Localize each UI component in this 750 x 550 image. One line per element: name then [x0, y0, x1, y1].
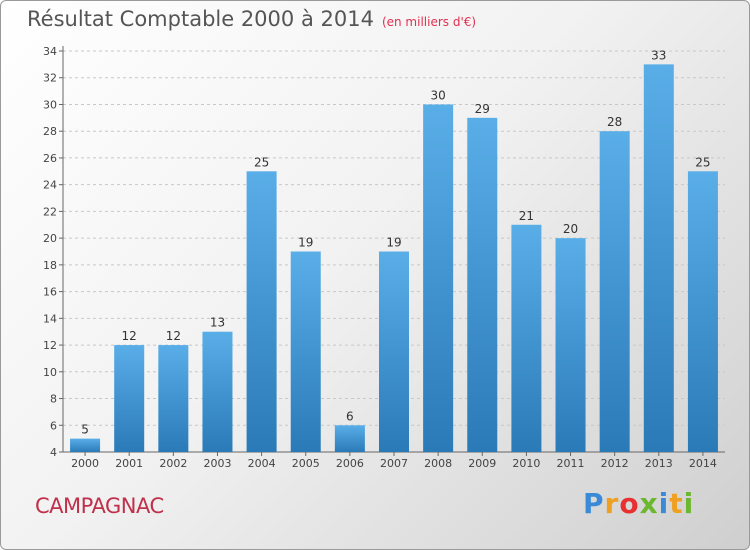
y-tick-label: 6 [50, 419, 57, 432]
x-tick-label: 2002 [159, 457, 187, 470]
bar [334, 425, 365, 452]
x-tick-label: 2008 [424, 457, 452, 470]
logo-letter: t [669, 487, 684, 520]
data-label: 30 [430, 88, 445, 102]
bar [70, 438, 101, 452]
data-label: 33 [651, 48, 666, 62]
bar [246, 171, 277, 453]
y-tick-label: 22 [43, 205, 57, 218]
y-tick-label: 4 [50, 446, 57, 459]
logo-letter: i [658, 487, 670, 520]
bar [202, 331, 233, 452]
data-label: 21 [519, 209, 534, 223]
logo-letter: o [619, 487, 640, 520]
bar [290, 251, 321, 452]
data-label: 29 [475, 102, 490, 116]
data-label: 25 [254, 155, 269, 169]
x-tick-label: 2012 [601, 457, 629, 470]
data-label: 5 [81, 423, 89, 437]
x-tick-label: 2010 [512, 457, 540, 470]
x-tick-label: 2000 [71, 457, 99, 470]
x-tick-label: 2003 [203, 457, 231, 470]
chart-title: Résultat Comptable 2000 à 2014 (en millie… [27, 7, 476, 31]
data-label: 25 [695, 155, 710, 169]
x-tick-label: 2001 [115, 457, 143, 470]
x-tick-label: 2006 [336, 457, 364, 470]
y-tick-label: 26 [43, 152, 57, 165]
data-label: 19 [386, 236, 401, 250]
y-tick-label: 18 [43, 259, 57, 272]
chart-unit-label: (en milliers d'€) [381, 15, 477, 29]
bar [555, 238, 586, 452]
y-tick-label: 34 [43, 45, 57, 58]
bar [467, 117, 498, 452]
bar [643, 64, 674, 452]
y-tick-label: 8 [50, 393, 57, 406]
x-tick-label: 2014 [689, 457, 717, 470]
place-name: CAMPAGNAC [35, 494, 164, 518]
y-tick-label: 12 [43, 339, 57, 352]
x-tick-label: 2004 [248, 457, 276, 470]
logo-letter: i [683, 487, 695, 520]
y-tick-label: 14 [43, 312, 57, 325]
data-label: 20 [563, 222, 578, 236]
data-label: 13 [210, 316, 225, 330]
bar [158, 345, 189, 452]
data-label: 12 [166, 329, 181, 343]
y-tick-label: 30 [43, 98, 57, 111]
logo-letter: r [604, 487, 620, 520]
bar [378, 251, 410, 452]
logo-letter: x [639, 487, 659, 520]
proxiti-logo: Proxiti [583, 487, 694, 520]
x-tick-label: 2013 [645, 457, 673, 470]
x-tick-label: 2009 [468, 457, 496, 470]
y-tick-label: 10 [43, 366, 57, 379]
x-tick-label: 2011 [557, 457, 585, 470]
bar [599, 131, 630, 452]
bar [114, 345, 145, 452]
chart-title-text: Résultat Comptable 2000 à 2014 [27, 7, 374, 31]
data-label: 12 [122, 329, 137, 343]
data-label: 19 [298, 236, 313, 250]
bar [511, 224, 542, 452]
y-tick-label: 28 [43, 125, 57, 138]
y-tick-label: 20 [43, 232, 57, 245]
y-tick-label: 16 [43, 286, 57, 299]
data-label: 28 [607, 115, 622, 129]
y-tick-label: 24 [43, 179, 57, 192]
bar [687, 171, 718, 453]
logo-letter: P [583, 487, 605, 520]
y-tick-label: 32 [43, 72, 57, 85]
x-tick-label: 2005 [292, 457, 320, 470]
bar [423, 104, 454, 452]
x-tick-label: 2007 [380, 457, 408, 470]
data-label: 6 [346, 409, 354, 423]
